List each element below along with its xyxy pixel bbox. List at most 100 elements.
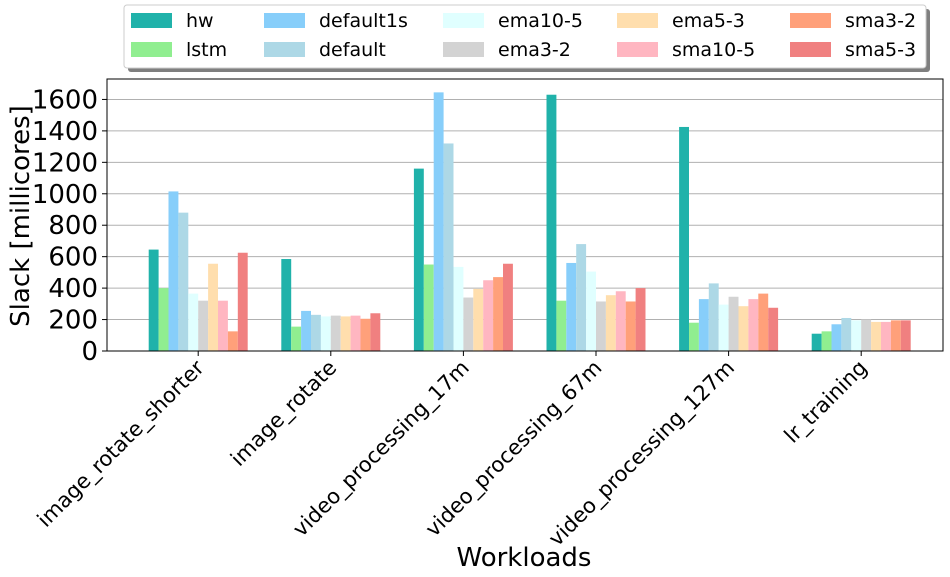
bar-lstm-video_processing_17m (423, 264, 434, 351)
bar-ema5-3-video_processing_67m (605, 295, 616, 351)
bar-lstm-image_rotate (291, 326, 302, 351)
bar-ema3-2-video_processing_67m (596, 301, 606, 351)
legend-label-lstm: lstm (186, 39, 227, 61)
bar-ema5-3-video_processing_127m (738, 306, 749, 351)
bar-sma10-5-image_rotate (350, 315, 361, 351)
y-tick-label: 400 (48, 274, 98, 304)
bar-sma3-2-video_processing_17m (493, 277, 503, 351)
bar-sma10-5-video_processing_127m (748, 299, 759, 351)
bar-sma5-3-video_processing_67m (635, 288, 646, 351)
bar-default-video_processing_67m (576, 244, 587, 351)
bar-sma5-3-image_rotate (370, 313, 381, 351)
bar-ema5-3-video_processing_17m (473, 288, 484, 351)
bar-ema3-2-image_rotate_shorter (198, 300, 209, 351)
bar-sma10-5-lr_training (881, 321, 891, 351)
legend-swatch-hw (131, 13, 172, 28)
bar-default1s-video_processing_17m (433, 92, 444, 351)
bar-ema3-2-image_rotate (330, 315, 341, 351)
y-tick-label: 1600 (32, 85, 98, 115)
bar-sma5-3-video_processing_127m (768, 307, 779, 351)
bar-default1s-video_processing_127m (698, 299, 709, 351)
bar-hw-video_processing_17m (413, 168, 424, 351)
bar-ema3-2-video_processing_127m (728, 296, 739, 351)
bar-hw-video_processing_127m (679, 126, 689, 351)
x-axis-label: Workloads (457, 543, 592, 573)
plot-frame (106, 78, 944, 352)
legend-swatch-ema3-2 (443, 42, 484, 57)
legend-label-sma5-3: sma5-3 (845, 39, 916, 61)
bar-default1s-image_rotate_shorter (168, 191, 179, 351)
legend-label-ema3-2: ema3-2 (498, 39, 571, 61)
bar-ema5-3-image_rotate_shorter (208, 263, 218, 351)
legend-label-default: default (319, 39, 386, 61)
legend-label-ema5-3: ema5-3 (672, 10, 745, 32)
y-tick-label: 600 (48, 243, 98, 273)
bar-lstm-video_processing_67m (556, 300, 567, 351)
x-tick-label: image_rotate_shorter (33, 355, 210, 532)
legend-swatch-default1s (264, 13, 305, 28)
legend-label-hw: hw (186, 10, 214, 32)
x-tick-label: lr_training (780, 356, 873, 449)
y-tick-label: 0 (81, 337, 98, 367)
bar-sma10-5-video_processing_17m (483, 280, 494, 351)
legend-box (123, 4, 927, 69)
y-axis-label: Slack [millicores] (6, 105, 36, 327)
bar-sma3-2-image_rotate_shorter (227, 331, 238, 351)
bar-sma5-3-image_rotate_shorter (237, 252, 248, 351)
bar-lstm-lr_training (821, 331, 832, 351)
bar-sma5-3-video_processing_17m (503, 263, 513, 351)
bar-hw-lr_training (811, 333, 822, 351)
bar-ema3-2-video_processing_17m (463, 297, 474, 351)
bar-sma3-2-lr_training (890, 320, 901, 351)
bar-default1s-image_rotate (301, 310, 311, 351)
bar-default1s-video_processing_67m (566, 262, 577, 351)
legend-swatch-lstm (131, 42, 172, 57)
legend: hw lstm default1s default ema10-5 ema3-2 ema5-… (123, 4, 930, 72)
grid-lines (107, 98, 943, 352)
legend-label-ema10-5: ema10-5 (498, 10, 583, 32)
legend-swatch-sma10-5 (617, 42, 658, 57)
bar-hw-image_rotate_shorter (148, 249, 159, 351)
legend-swatch-ema10-5 (443, 13, 484, 28)
legend-label-sma3-2: sma3-2 (845, 10, 916, 32)
bar-hw-video_processing_67m (546, 94, 557, 352)
bar-ema3-2-lr_training (861, 319, 872, 351)
x-axis-ticks: image_rotate_shorter image_rotatevideo_pr… (33, 351, 873, 551)
bar-lstm-image_rotate_shorter (158, 288, 169, 351)
y-tick-label: 200 (48, 306, 98, 336)
bar-default-image_rotate (311, 314, 321, 351)
legend-swatch-ema5-3 (617, 13, 658, 28)
y-tick-label: 1000 (32, 180, 98, 210)
y-tick-label: 1400 (32, 117, 98, 147)
legend-label-default1s: default1s (319, 10, 408, 32)
legend-swatch-default (264, 42, 305, 57)
y-tick-label: 1200 (32, 148, 98, 178)
bar-sma5-3-lr_training (900, 320, 911, 351)
legend-label-sma10-5: sma10-5 (672, 39, 755, 61)
bar-ema10-5-video_processing_17m (453, 266, 464, 351)
bars (148, 92, 911, 352)
bar-lstm-video_processing_127m (689, 322, 699, 351)
x-tick-label: image_rotate (226, 356, 342, 472)
legend-swatch-sma5-3 (790, 42, 831, 57)
bar-default1s-lr_training (831, 324, 842, 351)
bar-sma3-2-video_processing_127m (758, 293, 769, 351)
bar-ema5-3-lr_training (871, 321, 881, 351)
bar-ema10-5-video_processing_127m (718, 304, 729, 351)
bar-sma10-5-video_processing_67m (615, 291, 626, 351)
bar-default-video_processing_17m (443, 143, 454, 351)
bar-default-image_rotate_shorter (178, 212, 189, 351)
bar-hw-image_rotate (281, 259, 292, 351)
bar-ema10-5-image_rotate (320, 316, 331, 351)
bar-default-video_processing_127m (708, 283, 719, 351)
bar-ema5-3-image_rotate (340, 316, 351, 351)
bar-ema10-5-image_rotate_shorter (188, 293, 199, 351)
bar-ema10-5-lr_training (851, 320, 862, 351)
legend-swatch-sma3-2 (790, 13, 831, 28)
bar-sma3-2-image_rotate (360, 318, 371, 351)
bar-default-lr_training (841, 317, 852, 351)
bar-sma3-2-video_processing_67m (625, 301, 636, 351)
bar-ema10-5-video_processing_67m (586, 271, 596, 351)
